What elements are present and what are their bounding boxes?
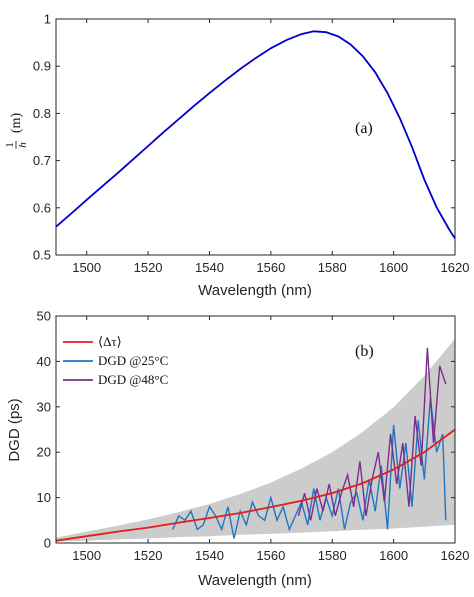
panel-b-xtick-label: 1520 xyxy=(134,548,163,563)
panel-a-chart: 1500 1520 1540 1560 1580 1600 1620 0.5 0.6 0.7 0.8… xyxy=(4,12,469,300)
panel-a-xtick-label: 1560 xyxy=(256,260,285,275)
panel-a-axes-box xyxy=(55,18,456,256)
panel-b-series-dgd-25c xyxy=(171,397,447,539)
panel-a-ytick-label: 0.7 xyxy=(33,153,51,168)
panel-a-xtick-label: 1620 xyxy=(441,260,470,275)
panel-a-xtick-label: 1500 xyxy=(72,260,101,275)
panel-b-xtick-label: 1540 xyxy=(195,548,224,563)
panel-b-ytick-label: 50 xyxy=(37,309,51,324)
panel-a-ytick-label: 1 xyxy=(44,12,51,27)
panel-b-xtick-label: 1500 xyxy=(72,548,101,563)
panel-a-ytick-label: 0.9 xyxy=(33,59,51,74)
panel-a-ytick-label: 0.6 xyxy=(33,200,51,215)
panel-a-annotation: (a) xyxy=(355,120,373,137)
panel-b-y-axis-label: DGD (ps) xyxy=(6,398,23,461)
panel-a-ytick-label: 0.5 xyxy=(33,248,51,263)
panel-a-ylabel-unit: (m) xyxy=(9,113,24,134)
panel-b-ytick-label: 30 xyxy=(37,399,51,414)
panel-b-xtick-label: 1560 xyxy=(256,548,285,563)
panel-b-ytick-label: 0 xyxy=(44,536,51,551)
panel-a-ticks: 1500 1520 1540 1560 1580 1600 1620 0.5 0.6 0.7 0.8… xyxy=(33,12,470,276)
panel-b-x-axis-label: Wavelength (nm) xyxy=(198,572,312,589)
panel-a-xtick-label: 1520 xyxy=(134,260,163,275)
panel-b-chart: 1500 1520 1540 1560 1580 1600 162001020304050 … xyxy=(6,309,469,590)
panel-b-xtick-label: 1580 xyxy=(318,548,347,563)
legend-label-mean: ⟨Δτ⟩ xyxy=(98,334,122,349)
panel-a-xtick-label: 1600 xyxy=(379,260,408,275)
panel-b-ytick-label: 10 xyxy=(37,490,51,505)
panel-b-ytick-label: 40 xyxy=(37,354,51,369)
panel-a-ylabel-denominator: h xyxy=(17,142,29,148)
legend-label-dgd-25c: DGD @25°C xyxy=(98,353,168,368)
panel-a-y-axis-label: 1 h (m) xyxy=(4,113,29,149)
panel-b-legend: ⟨Δτ⟩ DGD @25°C DGD @48°C xyxy=(63,334,168,387)
panel-b-ticks: 1500 1520 1540 1560 1580 1600 1620 0 10 20 30 40 50 xyxy=(37,309,470,564)
panel-b-ytick-label: 20 xyxy=(37,445,51,460)
panel-a-ylabel-numerator: 1 xyxy=(4,142,16,148)
panel-b-xtick-label: 1620 xyxy=(441,548,470,563)
legend-label-dgd-48c: DGD @48°C xyxy=(98,372,168,387)
panel-b-axes-frame xyxy=(55,315,456,544)
panel-b-xtick-label: 1600 xyxy=(379,548,408,563)
panel-a-ytick-label: 0.8 xyxy=(33,106,51,121)
panel-a-xtick-label: 1540 xyxy=(195,260,224,275)
panel-a-series-line xyxy=(55,30,456,239)
panel-b-annotation: (b) xyxy=(355,343,374,360)
panel-b-series-mean xyxy=(55,428,456,542)
panel-a-xtick-label: 1580 xyxy=(318,260,347,275)
panel-a-x-axis-label: Wavelength (nm) xyxy=(198,282,312,299)
